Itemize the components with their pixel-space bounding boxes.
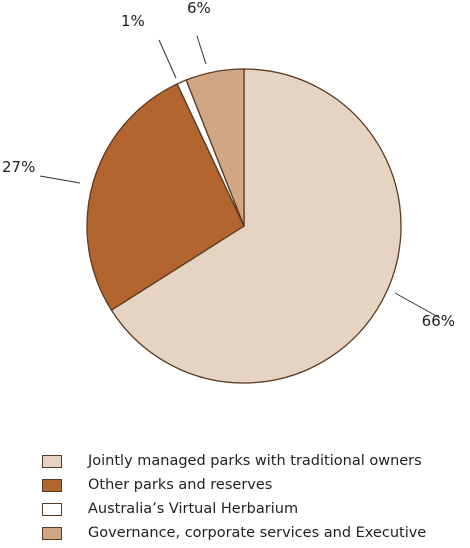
slice-percent-label: 66% (422, 312, 455, 330)
legend-label: Other parks and reserves (88, 477, 273, 493)
pie-slice (86, 83, 245, 312)
pie-slice (110, 68, 402, 384)
legend-swatch (42, 526, 62, 540)
legend-swatch (42, 478, 62, 492)
legend-label: Governance, corporate services and Execu… (88, 525, 427, 541)
legend-swatch (42, 454, 62, 468)
leader-line (39, 175, 81, 184)
slice-percent-label: 27% (2, 158, 35, 176)
legend-item-other-parks: Other parks and reserves (42, 473, 426, 497)
leader-line (394, 292, 441, 319)
leader-line (196, 35, 207, 65)
legend-label: Jointly managed parks with traditional o… (88, 453, 422, 469)
legend: Jointly managed parks with traditional o… (42, 449, 426, 545)
pie-slice (185, 68, 245, 227)
pie-chart: 66% 27% 1% 6% (2, 0, 455, 384)
legend-item-governance: Governance, corporate services and Execu… (42, 521, 426, 545)
slice-percent-label: 6% (187, 0, 211, 17)
legend-swatch (42, 502, 62, 516)
leader-line (158, 39, 177, 79)
slice-percent-label: 1% (121, 12, 145, 30)
legend-item-virtual-herbarium: Australia’s Virtual Herbarium (42, 497, 426, 521)
legend-label: Australia’s Virtual Herbarium (88, 501, 299, 517)
legend-item-jointly-managed: Jointly managed parks with traditional o… (42, 449, 426, 473)
